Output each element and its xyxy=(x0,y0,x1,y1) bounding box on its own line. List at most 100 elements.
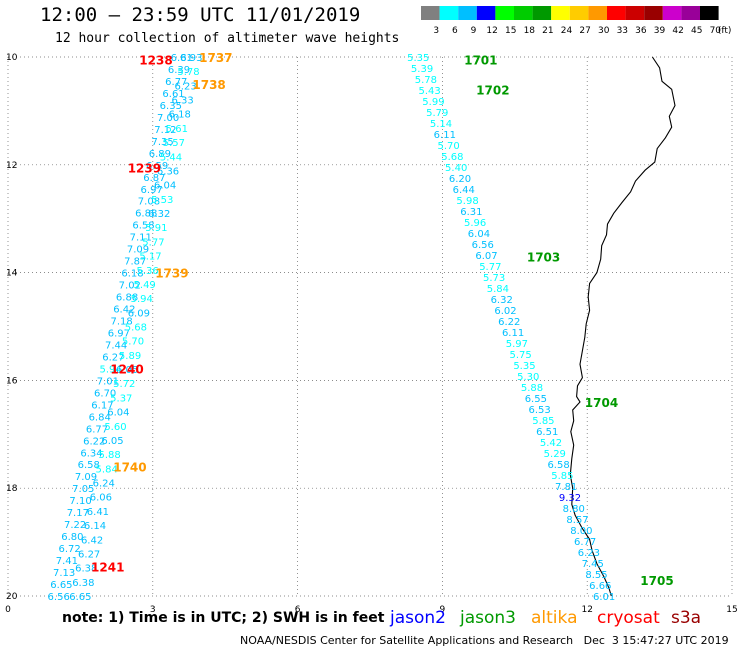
wave-height-value: 6.04 xyxy=(468,229,490,240)
wave-height-value: 5.49 xyxy=(134,280,156,291)
wave-height-value: 5.14 xyxy=(430,119,452,130)
color-scale-swatch xyxy=(439,6,459,20)
wave-height-value: 6.58 xyxy=(547,460,569,471)
map-title: 12:00 — 23:59 UTC 11/01/2019 xyxy=(40,4,361,26)
wave-height-value: 6.58 xyxy=(78,460,100,471)
color-scale-label: 33 xyxy=(617,26,628,36)
x-tick-label: 9 xyxy=(440,605,446,615)
color-scale-label: 18 xyxy=(524,26,536,36)
pass-time-label: 1738 xyxy=(192,78,225,92)
wave-height-value: 6.27 xyxy=(78,549,100,560)
y-tick-label: 18 xyxy=(6,484,18,494)
x-tick-label: 0 xyxy=(5,605,11,615)
wave-height-value: 9.32 xyxy=(559,493,581,504)
color-scale-swatch xyxy=(607,6,626,20)
wave-height-value: 5.91 xyxy=(145,223,167,234)
wave-height-value: 7.05 xyxy=(72,484,94,495)
color-scale-swatch xyxy=(476,6,496,20)
color-scale-label: 9 xyxy=(471,26,477,36)
footnote: note: 1) Time is in UTC; 2) SWH is in fe… xyxy=(62,610,385,626)
wave-height-value: 6.02 xyxy=(494,306,516,317)
wave-height-value: 6.61 xyxy=(162,89,184,100)
pass-time-label: 1239 xyxy=(128,161,161,175)
wave-height-value: 5.88 xyxy=(98,450,120,461)
x-tick-label: 15 xyxy=(726,605,737,615)
wave-height-value: 6.42 xyxy=(81,535,103,546)
wave-height-value: 5.30 xyxy=(517,372,539,383)
wave-height-value: 6.38 xyxy=(72,578,94,589)
wave-height-value: 6.65 xyxy=(69,592,91,603)
color-scale-swatch xyxy=(514,6,533,20)
wave-height-value: 5.44 xyxy=(160,152,182,163)
wave-height-value: 7.81 xyxy=(555,482,577,493)
wave-height-value: 7.35 xyxy=(151,137,173,148)
color-scale-swatch xyxy=(588,6,607,20)
color-scale-swatch xyxy=(700,6,719,20)
wave-height-value: 5.36 xyxy=(136,266,158,277)
wave-height-value: 6.53 xyxy=(528,405,550,416)
legend-altika: altika xyxy=(531,608,578,628)
wave-height-value: 6.23 xyxy=(578,548,600,559)
wave-height-value: 5.70 xyxy=(437,141,459,152)
wave-height-value: 8.80 xyxy=(563,504,585,515)
color-scale-label: 42 xyxy=(672,26,683,36)
pass-time-label: 1740 xyxy=(113,461,146,475)
wave-height-value: 7.10 xyxy=(69,496,91,507)
wave-height-value: 5.89 xyxy=(119,351,141,362)
wave-height-value: 5.61 xyxy=(166,124,188,135)
pass-time-label: 1705 xyxy=(640,574,673,588)
pass-time-label: 1737 xyxy=(199,51,232,65)
color-scale-swatch xyxy=(551,6,570,20)
wave-height-value: 7.22 xyxy=(64,520,86,531)
wave-height-value: 7.13 xyxy=(53,568,75,579)
wave-height-value: 7.02 xyxy=(119,281,141,292)
wave-height-value: 6.77 xyxy=(86,424,108,435)
legend-jason2: jason2 xyxy=(390,608,446,628)
wave-height-value: 5.96 xyxy=(464,218,486,229)
wave-height-value: 6.32 xyxy=(148,209,170,220)
wave-height-value: 6.20 xyxy=(449,174,471,185)
color-scale-label: 45 xyxy=(691,26,702,36)
color-scale-label: 6 xyxy=(452,26,458,36)
wave-height-value: 5.84 xyxy=(96,464,118,475)
color-scale-label: 39 xyxy=(654,26,666,36)
wave-height-value: 5.37 xyxy=(110,393,132,404)
wave-height-value: 5.35 xyxy=(513,361,535,372)
wave-height-value: 6.01 xyxy=(593,592,615,603)
pass-time-label: 1704 xyxy=(585,396,618,410)
wave-height-value: 6.41 xyxy=(87,507,109,518)
wave-height-value: 6.56 xyxy=(472,240,494,251)
wave-height-value: 6.70 xyxy=(94,388,116,399)
wave-height-value: 7.01 xyxy=(97,376,119,387)
wave-height-value: 6.51 xyxy=(536,427,558,438)
coastline xyxy=(569,56,676,597)
wave-height-value: 7.12 xyxy=(154,125,176,136)
color-scale-label: 12 xyxy=(486,26,497,36)
wave-height-value: 5.35 xyxy=(407,53,429,64)
wave-height-value: 5.84 xyxy=(487,284,509,295)
wave-height-value: 6.34 xyxy=(80,448,102,459)
wave-height-value: 6.07 xyxy=(475,251,497,262)
map-frame xyxy=(7,56,733,597)
wave-height-value: 5.78 xyxy=(415,75,437,86)
x-tick-label: 6 xyxy=(295,605,301,615)
wave-height-value: 6.09 xyxy=(128,308,150,319)
wave-height-value: 6.05 xyxy=(101,436,123,447)
wave-height-value: 7.11 xyxy=(130,233,152,244)
wave-height-value: 5.88 xyxy=(521,383,543,394)
color-scale-label: (ft) xyxy=(718,26,732,36)
wave-height-value: 6.84 xyxy=(89,412,111,423)
color-scale-label: 21 xyxy=(542,26,553,36)
map-subtitle: 12 hour collection of altimeter wave hei… xyxy=(55,31,400,46)
y-tick-label: 12 xyxy=(6,161,17,171)
wave-height-value: 6.77 xyxy=(165,77,187,88)
wave-height-value: 5.77 xyxy=(142,237,164,248)
wave-height-value: 6.93 xyxy=(180,53,202,64)
legend-s3a: s3a xyxy=(671,608,702,628)
wave-height-value: 6.56 xyxy=(48,592,70,603)
wave-height-value: 6.32 xyxy=(491,295,513,306)
pass-time-label: 1702 xyxy=(476,83,509,97)
wave-height-value: 5.99 xyxy=(422,97,444,108)
wave-height-value: 6.81 xyxy=(171,53,193,64)
